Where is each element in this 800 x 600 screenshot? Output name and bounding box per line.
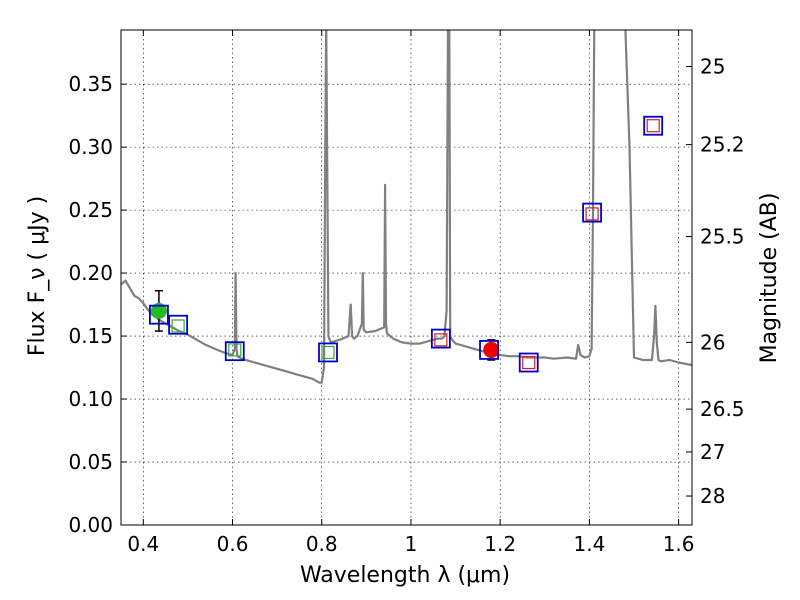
y-axis-right: 25 25.2 25.5 26 26.5 27 28 (686, 55, 745, 508)
y-axis-left: 0.00 0.05 0.10 0.15 0.20 0.25 0.30 0.35 (68, 72, 127, 537)
mag-tick-label: 25 (700, 55, 725, 79)
data-point-square (228, 343, 242, 357)
plot-frame (120, 29, 693, 526)
y-tick-label: 0.00 (68, 513, 113, 537)
mag-tick-label: 25.5 (700, 225, 745, 249)
y-axis-right-label: Magnitude (AB) (757, 193, 782, 364)
grid (121, 30, 692, 525)
data-point-square (171, 319, 185, 333)
data-point-square (321, 345, 335, 360)
y-tick-label: 0.05 (68, 450, 113, 474)
data-point-square (479, 340, 499, 360)
mag-tick-label: 27 (700, 440, 725, 464)
mag-tick-label: 25.2 (700, 133, 745, 157)
y-axis-label: Flux F_ν ( μJy ) (25, 196, 50, 356)
x-tick-label: 0.8 (306, 532, 338, 556)
sed-spectrum-line (121, 30, 692, 384)
data-point-square (224, 341, 245, 362)
data-point-square (585, 207, 599, 221)
x-tick-label: 0.6 (217, 532, 249, 556)
y-tick-label: 0.30 (68, 135, 113, 159)
data-point-square (318, 342, 338, 363)
points-layer (149, 115, 664, 373)
data-point-square (643, 115, 664, 136)
y-tick-label: 0.35 (68, 72, 113, 96)
data-point-square (522, 355, 536, 370)
data-point-circle (483, 341, 500, 358)
y-tick-label: 0.25 (68, 198, 113, 222)
data-point-square (168, 314, 189, 335)
data-point-square (518, 352, 539, 373)
x-tick-label: 1.6 (663, 532, 695, 556)
data-point-square (582, 202, 602, 223)
y-tick-label: 0.20 (68, 261, 113, 285)
y-tick-label: 0.10 (68, 387, 113, 411)
x-tick-label: 1.2 (484, 532, 516, 556)
x-axis: 0.4 0.6 0.8 1 1.2 1.4 1.6 (127, 30, 695, 556)
mag-tick-label: 26.5 (700, 397, 745, 421)
mag-tick-label: 26 (700, 330, 725, 354)
x-axis-label: Wavelength λ (μm) (300, 563, 510, 588)
data-point-circle (150, 302, 167, 319)
x-tick-label: 1.4 (573, 532, 605, 556)
data-point-square (434, 333, 448, 347)
spectrum-layer (121, 30, 692, 384)
y-tick-label: 0.15 (68, 324, 113, 348)
x-tick-label: 1 (405, 532, 418, 556)
data-point-square (646, 119, 660, 133)
data-point-square (430, 328, 451, 349)
data-point-square (149, 304, 169, 325)
mag-tick-label: 28 (700, 484, 725, 508)
x-tick-label: 0.4 (127, 532, 159, 556)
